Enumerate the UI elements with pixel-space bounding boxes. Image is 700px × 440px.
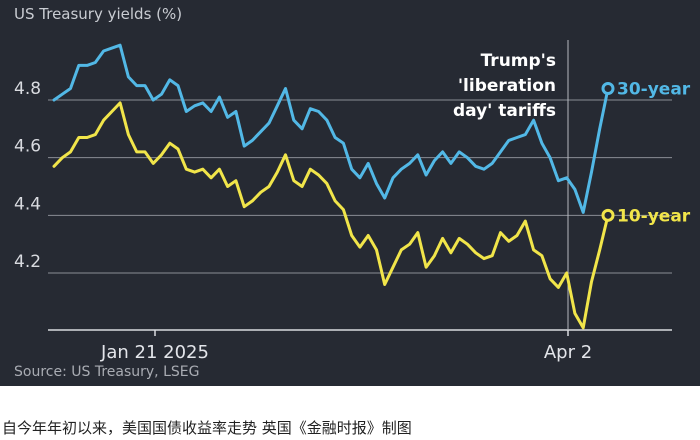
line-chart: US Treasury yields (%) 4.2 4.4 4.6 4.8 Jan 21… <box>14 5 691 380</box>
chart-source: Source: US Treasury, LSEG <box>14 364 199 380</box>
y-tick-label-4.8: 4.8 <box>14 79 41 99</box>
y-tick-label-4.2: 4.2 <box>14 252 41 272</box>
x-tick-label-1: Apr 2 <box>544 342 592 363</box>
annotation-line-1: Trump's <box>481 51 556 71</box>
y-tick-label-4.4: 4.4 <box>14 194 41 214</box>
y-tick-label-4.6: 4.6 <box>14 137 41 157</box>
series-endpoint-10-year <box>601 208 615 222</box>
series-line-30-year <box>52 43 610 214</box>
series-label-10-year: 10-year <box>617 206 691 226</box>
series-line-10-year <box>52 101 610 330</box>
x-tick-label-0: Jan 21 2025 <box>100 342 209 363</box>
chart-panel: US Treasury yields (%) 4.2 4.4 4.6 4.8 Jan 21… <box>0 0 700 386</box>
chart-title: US Treasury yields (%) <box>14 5 182 23</box>
annotation-line-2: 'liberation <box>458 76 556 96</box>
chart-caption: 自今年年初以来，美国国债收益率走势 英国《金融时报》制图 <box>2 419 412 437</box>
series-label-30-year: 30-year <box>617 79 691 99</box>
annotation-line-3: day' tariffs <box>453 101 556 121</box>
series-endpoint-30-year <box>601 81 615 95</box>
